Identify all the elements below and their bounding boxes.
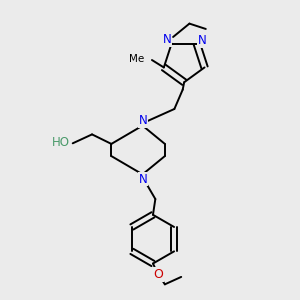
Text: HO: HO — [52, 136, 70, 149]
Text: N: N — [139, 114, 148, 128]
Text: O: O — [154, 268, 164, 281]
Text: N: N — [139, 172, 148, 186]
Text: Me: Me — [129, 54, 145, 64]
Text: N: N — [163, 34, 172, 46]
Text: N: N — [197, 34, 206, 47]
